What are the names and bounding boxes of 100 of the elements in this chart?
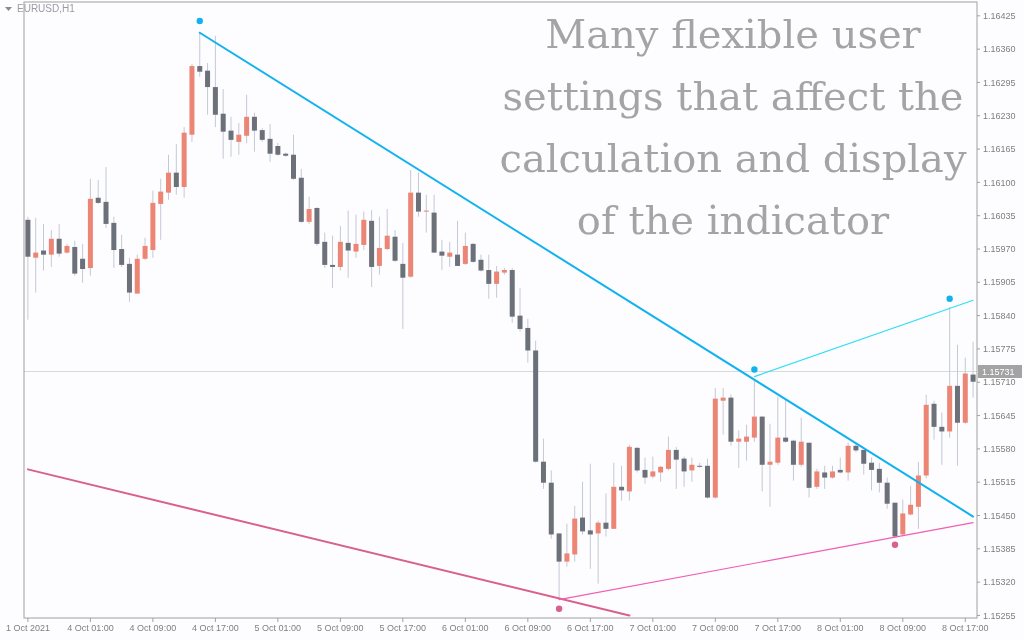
y-tick-label: 1.15970: [983, 244, 1016, 255]
y-tick-label: 1.16100: [983, 177, 1016, 188]
y-tick-label: 1.15905: [983, 277, 1016, 288]
y-tick-label: 1.16165: [983, 144, 1016, 155]
candlestick: [900, 499, 906, 536]
x-tick-label: 5 Oct 01:00: [254, 623, 302, 633]
candlestick: [681, 456, 687, 488]
candlestick: [423, 194, 429, 234]
candlestick: [205, 62, 211, 116]
x-tick-label: 8 Oct 01:00: [817, 623, 864, 633]
candlestick: [384, 208, 390, 251]
candlestick: [931, 400, 937, 441]
x-tick-label: 8 Oct 09:00: [879, 623, 927, 633]
y-tick-label: 1.15255: [983, 610, 1016, 621]
y-tick-label: 1.16035: [983, 210, 1016, 221]
x-tick-label: 5 Oct 17:00: [379, 623, 427, 633]
candlestick: [95, 179, 101, 205]
candlestick: [400, 242, 406, 330]
candlestick: [415, 172, 421, 218]
candlestick: [228, 116, 234, 158]
candlestick: [744, 424, 750, 462]
candlestick: [876, 462, 882, 493]
candlestick: [814, 468, 820, 490]
candlestick: [447, 241, 453, 268]
candlestick: [580, 481, 586, 535]
candlestick: [673, 446, 679, 490]
candlestick: [353, 214, 359, 259]
point: [891, 541, 899, 548]
ref-line-label: 1.15731: [982, 366, 1015, 377]
y-tick-label: 1.16425: [983, 10, 1016, 21]
candlestick: [861, 449, 867, 476]
candlestick: [267, 123, 273, 163]
x-tick-label: 4 Oct 01:00: [67, 623, 114, 633]
candlestick: [650, 456, 656, 480]
candlestick: [158, 178, 164, 241]
x-tick-label: 7 Oct 17:00: [754, 623, 802, 633]
candlestick: [142, 237, 148, 261]
candlestick: [56, 223, 62, 258]
candlestick: [197, 31, 203, 78]
candlestick: [751, 379, 757, 443]
annotation: Many flexible user settings that affect the calculation and display of the indicator: [499, 11, 967, 243]
x-tick-label: 6 Oct 01:00: [442, 623, 489, 633]
candlestick: [517, 287, 523, 333]
x-tick-label: 1 Oct 2021: [5, 623, 50, 633]
candlestick: [720, 387, 726, 436]
y-tick-label: 1.15580: [983, 444, 1016, 455]
chart-title: EURUSD,H1: [17, 3, 76, 14]
x-tick-label: 7 Oct 09:00: [692, 623, 739, 633]
candlestick: [869, 457, 875, 491]
y-tick-label: 1.15385: [983, 543, 1016, 554]
candlestick: [166, 154, 172, 201]
point: [555, 605, 563, 612]
candlestick: [306, 196, 312, 225]
candlestick: [595, 520, 601, 585]
candlestick: [80, 243, 86, 284]
point: [946, 295, 953, 302]
x-tick-label: 6 Oct 17:00: [567, 623, 614, 633]
candlestick: [462, 232, 468, 266]
y-tick-label: 1.15645: [983, 410, 1016, 421]
candlestick: [822, 465, 828, 490]
candlestick: [119, 234, 125, 268]
candlestick: [244, 94, 250, 144]
candlestick: [330, 235, 336, 289]
candlestick: [494, 265, 500, 299]
x-tick-label: 6 Oct 09:00: [504, 623, 552, 633]
point: [196, 17, 203, 25]
candlestick: [767, 423, 773, 508]
y-tick-label: 1.15450: [983, 510, 1016, 521]
candlestick: [783, 399, 789, 444]
y-tick-label: 1.16360: [983, 44, 1016, 55]
candlestick: [564, 523, 570, 568]
y-tick-label: 1.15515: [983, 477, 1016, 488]
candlestick: [642, 457, 648, 485]
candlestick: [103, 166, 109, 229]
candlestick: [322, 232, 328, 269]
x-tick-label: 8 Oct 17:00: [942, 623, 989, 633]
candlestick: [634, 446, 640, 473]
y-tick-label: 1.15775: [983, 344, 1016, 355]
x-tick-label: 7 Oct 01:00: [629, 623, 677, 633]
candlestick: [798, 417, 804, 468]
candlestick: [251, 112, 257, 153]
candlestick: [665, 436, 671, 471]
candlestick: [345, 210, 351, 279]
candlestick: [173, 143, 179, 196]
candlestick: [220, 88, 226, 160]
candlestick: [455, 220, 461, 267]
point: [751, 366, 758, 373]
candlestick: [736, 429, 742, 469]
candlestick: [486, 254, 492, 300]
candlestick: [470, 242, 476, 264]
x-tick-label: 5 Oct 09:00: [317, 623, 364, 633]
candlestick: [525, 318, 531, 364]
x-tick-label: 4 Oct 17:00: [192, 623, 239, 633]
candlestick: [48, 229, 54, 268]
y-tick-label: 1.16295: [983, 77, 1016, 88]
y-tick-label: 1.15320: [983, 577, 1016, 588]
candlestick: [587, 463, 593, 570]
candlestick: [236, 122, 242, 156]
candlestick: [33, 217, 39, 294]
x-tick-label: 4 Oct 09:00: [129, 623, 177, 633]
